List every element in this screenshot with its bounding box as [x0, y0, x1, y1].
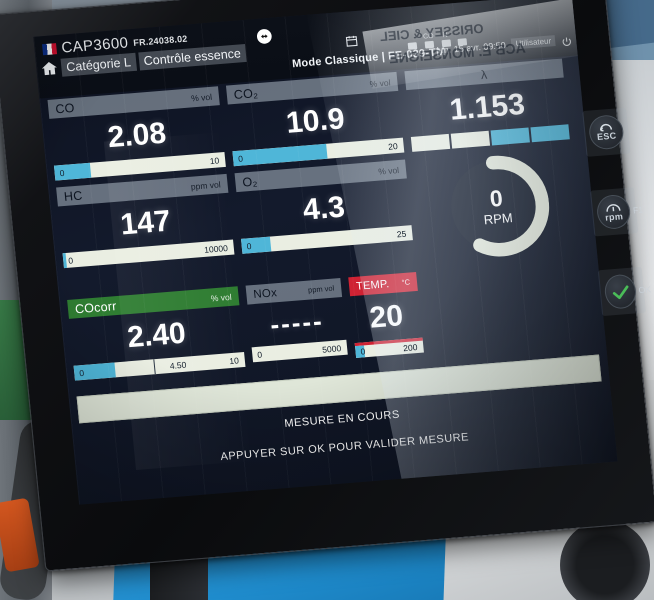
cell-value: -----: [268, 305, 325, 340]
cell-unit: % vol: [377, 164, 400, 177]
cell-name: CO₂: [233, 85, 259, 102]
lambda-segment: [450, 130, 491, 149]
ok-button[interactable]: OK: [597, 266, 652, 317]
measurement-cell-hc[interactable]: HC ppm vol 147 0 10000: [56, 173, 237, 293]
cell-unit: ppm vol: [190, 178, 221, 192]
rpm-label: RPM: [483, 209, 514, 227]
rpm-icon[interactable]: rpm: [595, 193, 632, 231]
key-backplate: [582, 107, 631, 157]
measurement-cell-lambda[interactable]: λ 1.153: [404, 58, 570, 152]
key-backplate: [589, 187, 639, 237]
software-version: FR.24038.02: [132, 33, 188, 48]
rpm-value: 0: [488, 184, 504, 212]
cell-unit: °C: [401, 277, 411, 288]
cell-name: CO: [54, 100, 76, 116]
bar-min-label: 0: [360, 346, 366, 357]
cell-value: 20: [368, 299, 405, 335]
cell-unit: % vol: [369, 76, 391, 89]
lambda-segment: [490, 127, 530, 146]
bar-min-label: 0: [67, 254, 74, 266]
measurement-grid: CO % vol 2.08 0 10 CO₂ % vol 10.9: [47, 58, 599, 388]
lambda-segment: [410, 133, 451, 152]
check-icon[interactable]: [603, 273, 638, 310]
co-probe-icon: CO: [423, 33, 435, 49]
esc-button[interactable]: ESC: [582, 107, 637, 157]
measurement-row: HC ppm vol 147 0 10000 O₂ % vol 4: [56, 146, 589, 294]
bar-max-label: 5000: [321, 342, 342, 355]
user-label[interactable]: Utilisateur: [511, 35, 556, 50]
lambda-segment: [530, 124, 570, 143]
french-flag-icon: [42, 43, 58, 56]
back-arrow-icon[interactable]: ESC: [587, 113, 625, 151]
bar-max-label: 10: [209, 154, 220, 166]
cell-name: O₂: [241, 173, 259, 190]
measurement-cell-co[interactable]: CO % vol 2.08 0 10: [47, 86, 226, 181]
bar-limit-divider: [153, 359, 157, 375]
cell-name: COcorr: [74, 298, 118, 316]
progress-fill: [77, 397, 81, 423]
measurement-cell-cocorr[interactable]: COcorr % vol 2.40 0 4.50 10: [67, 286, 246, 381]
rpm-button[interactable]: rpm F1: [589, 187, 645, 237]
bar-min-label: 0: [237, 153, 244, 164]
key-backplate: [597, 266, 647, 317]
measurement-cell-nox[interactable]: NOx ppm vol ----- 0 5000: [245, 278, 349, 366]
rpm-readout: 0 RPM: [440, 150, 554, 262]
bar-min-label: 0: [256, 349, 263, 360]
breadcrumb-item-category[interactable]: Catégorie L: [60, 52, 137, 77]
cell-unit: % vol: [190, 91, 213, 103]
rpm-gauge: 0 RPM: [413, 146, 581, 264]
bar-max-label: 10000: [203, 242, 229, 255]
bar-max-label: 20: [387, 140, 399, 152]
measurement-cell-o2[interactable]: O₂ % vol 4.3 0 25: [234, 159, 416, 278]
bar-min-label: 0: [78, 367, 85, 378]
measurement-cell-temp[interactable]: TEMP. °C 20 0 200: [348, 271, 424, 359]
monitor: CAP3600 FR.24038.02 Catégorie L Contrôle…: [0, 0, 654, 572]
cell-name: λ: [480, 67, 488, 82]
left-right-arrow-icon[interactable]: [256, 28, 274, 45]
printer-icon: [407, 41, 418, 50]
bar-limit-label: 4.50: [169, 359, 187, 371]
cell-name: NOx: [252, 286, 278, 301]
calendar-icon[interactable]: [344, 33, 358, 49]
bar-max-label: 25: [396, 228, 407, 239]
bar-max-label: 10: [228, 354, 240, 366]
bar-min-label: 0: [246, 240, 252, 251]
background-wheel: [560, 520, 650, 600]
hardware-key-column: ESC rpm F1 OK: [582, 107, 654, 356]
analyzer-screen: CAP3600 FR.24038.02 Catégorie L Contrôle…: [33, 0, 618, 505]
power-icon[interactable]: [561, 34, 573, 46]
mode-label: Mode Classique | FE-039-TM: [291, 45, 447, 71]
breadcrumb: Catégorie L Contrôle essence: [40, 43, 247, 78]
bar-max-label: 200: [402, 342, 418, 354]
cell-unit: ppm vol: [307, 283, 335, 295]
home-icon[interactable]: [40, 59, 60, 78]
cell-name: HC: [63, 188, 84, 204]
cell-name: TEMP.: [355, 277, 390, 293]
bar-min-label: 0: [59, 167, 65, 178]
cell-unit: % vol: [210, 291, 233, 303]
measurement-cell-co2[interactable]: CO₂ % vol 10.9 0 20: [225, 71, 405, 167]
gauge-ring-icon: 0 RPM: [440, 150, 554, 262]
